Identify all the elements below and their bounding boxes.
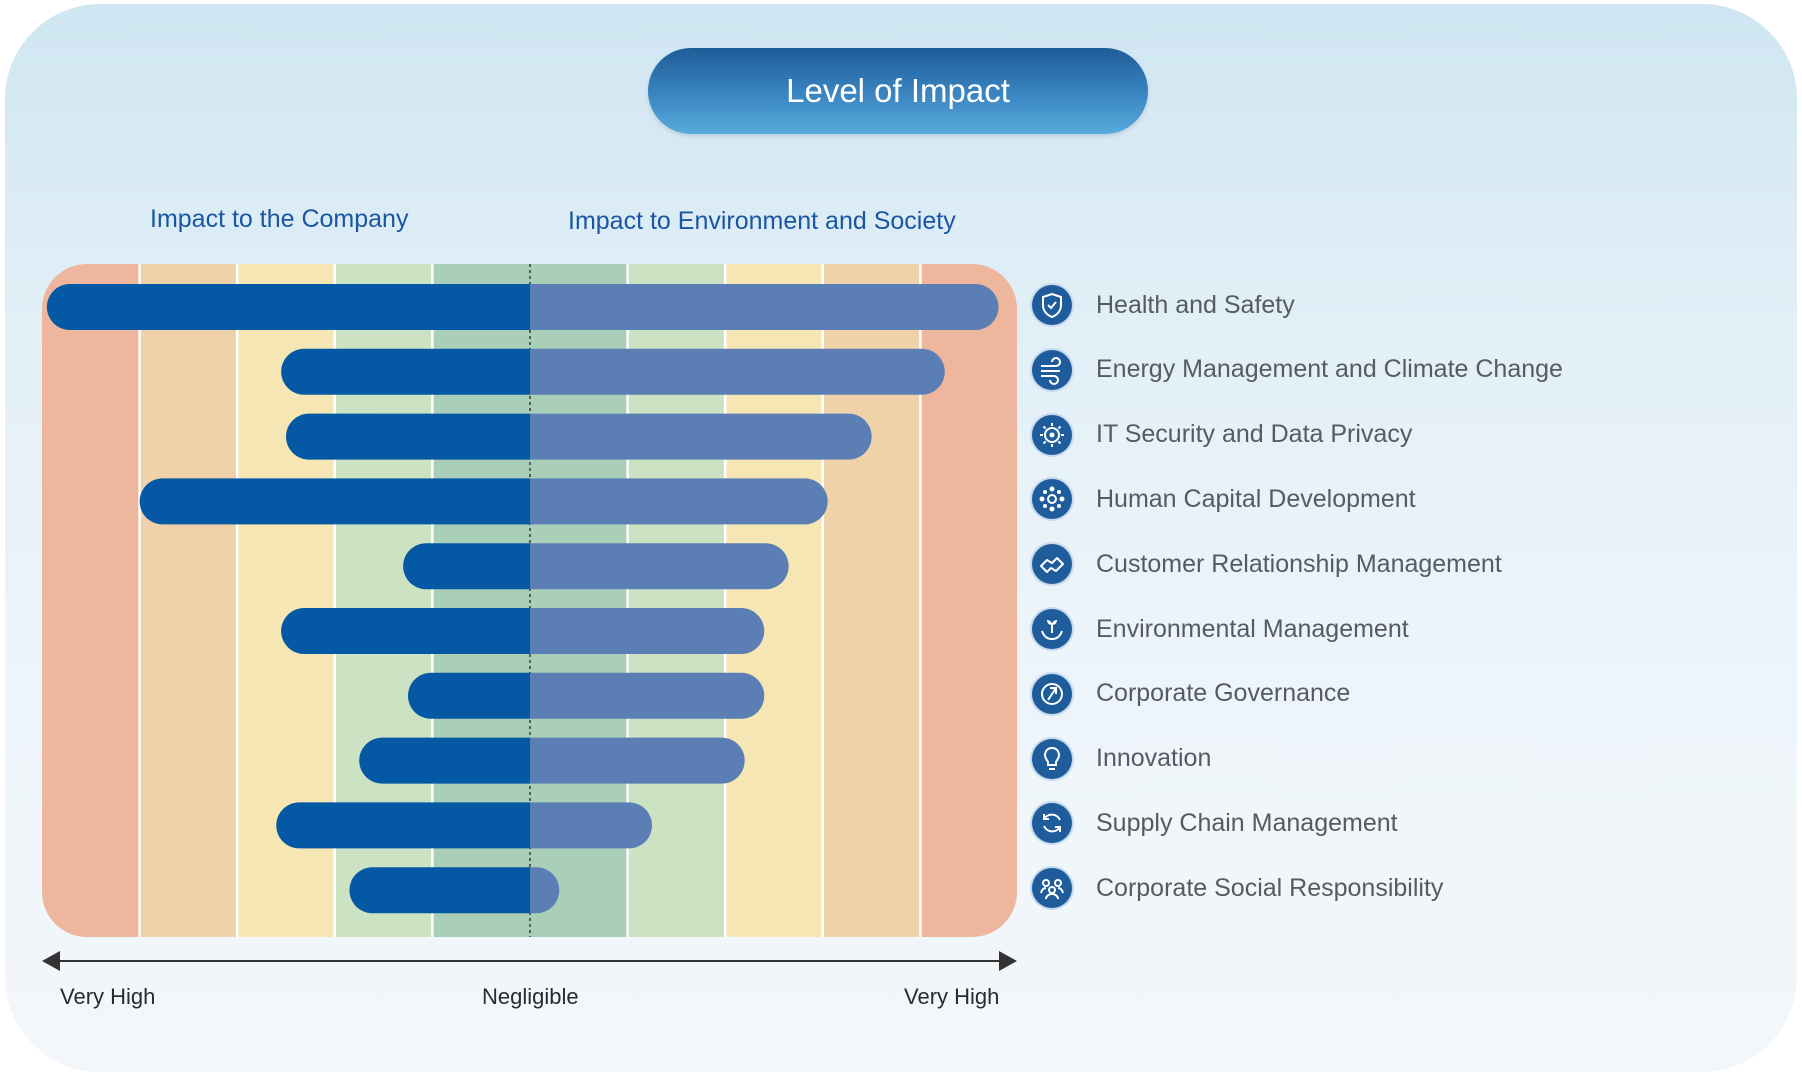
axis-center-label: Negligible	[482, 984, 579, 1009]
legend-label: Innovation	[1096, 744, 1212, 773]
impact-band	[42, 264, 140, 937]
legend-label: IT Security and Data Privacy	[1096, 420, 1413, 449]
legend-label: Human Capital Development	[1096, 484, 1416, 513]
wind-icon	[1032, 349, 1072, 390]
legend-item: Human Capital Development	[1032, 477, 1416, 521]
company-impact-heading: Impact to the Company	[150, 205, 409, 233]
environment-impact-bar	[530, 672, 765, 719]
legend-label: Corporate Governance	[1096, 679, 1351, 708]
company-impact-bar	[408, 672, 530, 719]
impact-band	[139, 264, 238, 937]
axis-right-arrow	[999, 951, 1017, 971]
environment-impact-bar	[530, 867, 560, 914]
company-impact-bar	[286, 413, 530, 460]
legend-label: Supply Chain Management	[1096, 808, 1398, 837]
legend-item: Health and Safety	[1032, 283, 1295, 327]
legend-item: Corporate Social Responsibility	[1032, 866, 1443, 910]
legend-label: Customer Relationship Management	[1096, 549, 1502, 578]
people-network-icon	[1032, 479, 1072, 520]
environment-impact-bar	[530, 478, 828, 525]
axis-left-label: Very High	[60, 984, 156, 1009]
environment-impact-bar	[530, 608, 765, 654]
legend-item: Supply Chain Management	[1032, 801, 1398, 845]
chart-title: Level of Impact	[648, 48, 1148, 134]
bars-group	[46, 284, 999, 914]
environment-impact-heading: Impact to Environment and Society	[568, 207, 956, 235]
legend-label: Health and Safety	[1096, 290, 1295, 319]
environment-impact-bar	[530, 802, 652, 849]
gear-icon	[1032, 414, 1072, 455]
legend-label: Energy Management and Climate Change	[1096, 355, 1563, 384]
company-impact-bar	[46, 284, 530, 330]
company-impact-bar	[403, 543, 530, 590]
lightbulb-icon	[1032, 738, 1072, 779]
legend-item: Customer Relationship Management	[1032, 542, 1502, 586]
axis-left-arrow	[42, 951, 60, 971]
company-impact-bar	[359, 737, 530, 784]
company-impact-bar	[349, 867, 530, 914]
company-impact-bar	[139, 478, 531, 525]
legend-item: Innovation	[1032, 737, 1211, 781]
legend-label: Corporate Social Responsibility	[1096, 873, 1444, 902]
legend-item: IT Security and Data Privacy	[1032, 413, 1412, 457]
handshake-icon	[1032, 544, 1072, 585]
axis-right-label: Very High	[904, 984, 1000, 1009]
community-icon	[1032, 868, 1072, 909]
environment-impact-bar	[530, 543, 789, 590]
legend-label: Environmental Management	[1096, 614, 1409, 643]
company-impact-bar	[276, 802, 530, 849]
company-impact-bar	[281, 348, 530, 395]
legend-item: Environmental Management	[1032, 607, 1409, 651]
shield-icon	[1032, 285, 1072, 325]
plant-hands-icon	[1032, 609, 1072, 649]
environment-impact-bar	[530, 348, 945, 395]
cycle-icon	[1032, 803, 1072, 844]
impact-axis	[42, 951, 1017, 971]
environment-impact-bar	[530, 413, 872, 460]
environment-impact-bar	[530, 737, 745, 784]
legend-item: Corporate Governance	[1032, 672, 1350, 716]
governance-icon	[1032, 673, 1072, 714]
company-impact-bar	[281, 608, 530, 654]
environment-impact-bar	[530, 284, 999, 330]
legend-item: Energy Management and Climate Change	[1032, 348, 1563, 392]
